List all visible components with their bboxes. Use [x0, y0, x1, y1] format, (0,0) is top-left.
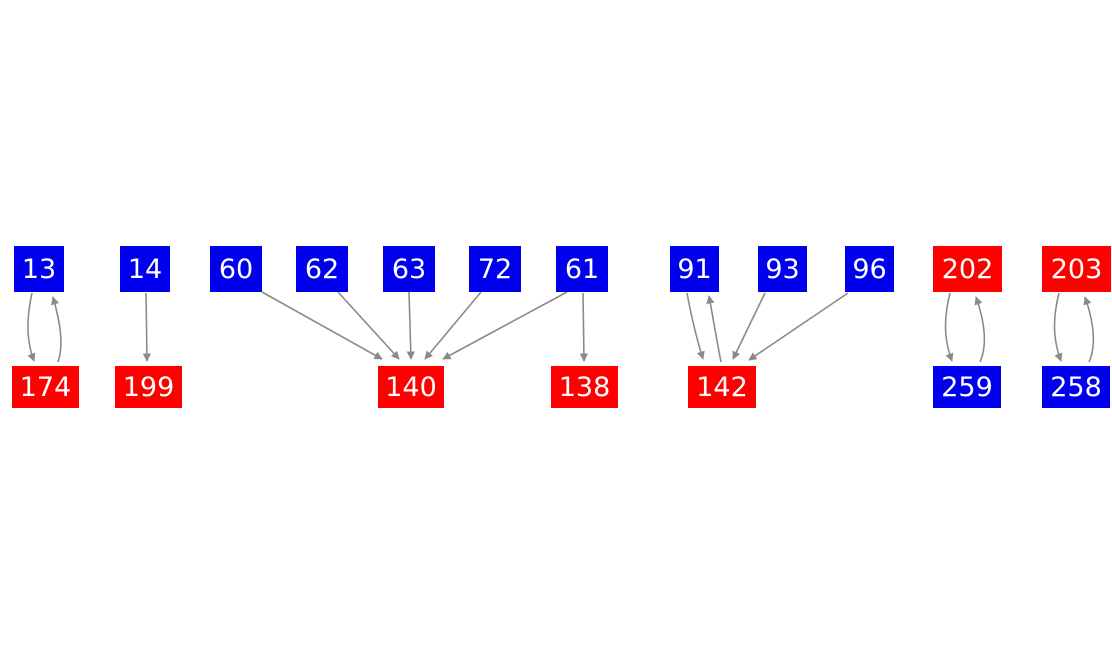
edge-142-to-91 [706, 295, 722, 363]
edge-13-to-174 [27, 292, 36, 362]
graph-node-61[interactable]: 61 [556, 246, 608, 292]
edge-72-to-140 [424, 291, 482, 360]
edge-258-to-203 [1083, 296, 1095, 363]
edge-203-to-258 [1053, 292, 1063, 362]
graph-node-174[interactable]: 174 [12, 366, 79, 408]
edge-259-to-202 [974, 296, 986, 363]
graph-node-258[interactable]: 258 [1042, 366, 1110, 408]
graph-node-14[interactable]: 14 [120, 246, 170, 292]
edge-202-to-259 [944, 292, 954, 362]
edge-96-to-142 [748, 292, 849, 361]
edge-62-to-140 [337, 291, 400, 360]
edge-14-to-199 [142, 292, 152, 362]
graph-node-91[interactable]: 91 [670, 246, 719, 292]
graph-node-199[interactable]: 199 [115, 366, 182, 408]
graph-node-203[interactable]: 203 [1042, 246, 1111, 292]
edge-91-to-142 [686, 292, 705, 360]
graph-node-140[interactable]: 140 [378, 366, 444, 408]
edge-93-to-142 [732, 292, 766, 360]
edge-174-to-13 [51, 296, 62, 363]
graph-node-13[interactable]: 13 [14, 246, 64, 292]
edge-60-to-140 [261, 291, 383, 360]
graph-node-142[interactable]: 142 [688, 366, 756, 408]
edge-63-to-140 [406, 291, 415, 360]
graph-node-259[interactable]: 259 [933, 366, 1001, 408]
edge-61-to-138 [579, 292, 589, 362]
graph-node-202[interactable]: 202 [933, 246, 1002, 292]
graph-node-96[interactable]: 96 [845, 246, 894, 292]
graph-node-60[interactable]: 60 [210, 246, 262, 292]
graph-node-93[interactable]: 93 [758, 246, 807, 292]
graph-node-138[interactable]: 138 [551, 366, 618, 408]
graph-node-62[interactable]: 62 [296, 246, 348, 292]
graph-node-72[interactable]: 72 [469, 246, 521, 292]
edge-61-to-140 [442, 291, 568, 360]
graph-node-63[interactable]: 63 [383, 246, 435, 292]
